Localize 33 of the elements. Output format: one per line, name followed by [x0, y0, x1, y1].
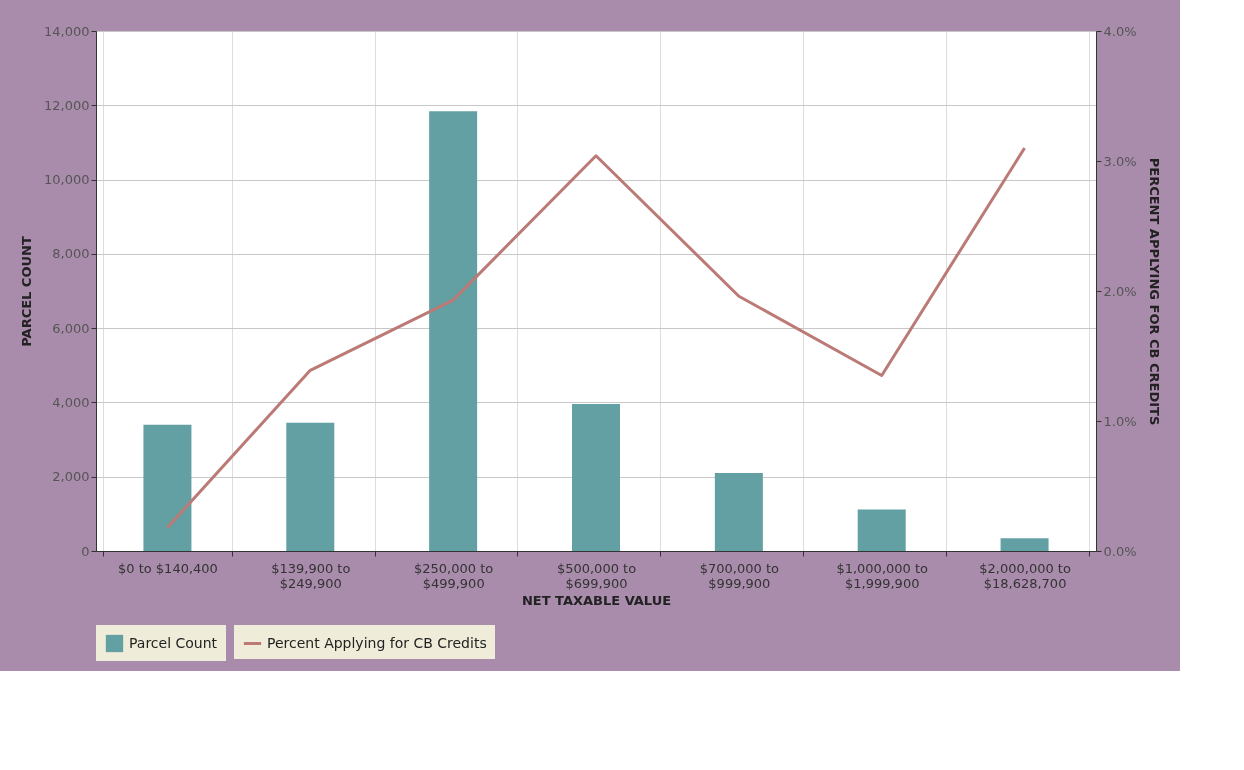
bar [1000, 538, 1049, 551]
y2-tick-label: 3.0% [1103, 153, 1137, 169]
y2-tick-label: 0.0% [1103, 543, 1137, 559]
y-tick-label: 4,000 [52, 394, 90, 410]
y2-tick-label: 1.0% [1103, 413, 1137, 429]
x-tick-label: $1,000,000 to $1,999,900 [836, 560, 929, 591]
y-tick-label: 6,000 [52, 320, 90, 336]
bar [286, 422, 335, 551]
x-tick-label: $700,000 to $999,900 [699, 560, 780, 591]
y2-tick-label: 4.0% [1103, 23, 1137, 39]
y-axis-title: PARCEL COUNT [19, 236, 35, 347]
bar [572, 403, 620, 551]
bar [857, 509, 906, 551]
y-tick-label: 12,000 [44, 97, 90, 113]
y2-axis-title: PERCENT APPLYING FOR CB CREDITS [1146, 157, 1162, 426]
x-tick-label: $139,900 to $249,900 [271, 560, 351, 591]
x-tick-label: $500,000 to $699,900 [556, 560, 637, 591]
y-tick-label: 0 [81, 543, 90, 559]
bar [429, 111, 478, 551]
x-tick-label: $250,000 to $499,900 [414, 560, 494, 591]
line-series [165, 146, 1027, 530]
y2-tick-label: 2.0% [1103, 283, 1137, 299]
bar [143, 424, 192, 551]
y-tick-label: 10,000 [44, 172, 90, 188]
x-tick-label: $0 to $140,400 [117, 560, 218, 576]
y-tick-label: 14,000 [44, 23, 90, 39]
legend-label: Percent Applying for CB Credits [267, 634, 487, 651]
x-tick-label: $2,000,000 to $18,628,700 [979, 560, 1071, 591]
bar [714, 473, 763, 551]
y-tick-label: 2,000 [52, 469, 90, 485]
y-tick-label: 8,000 [52, 246, 90, 262]
legend-label: Parcel Count [129, 634, 218, 651]
x-axis-title: NET TAXABLE VALUE [521, 592, 672, 608]
